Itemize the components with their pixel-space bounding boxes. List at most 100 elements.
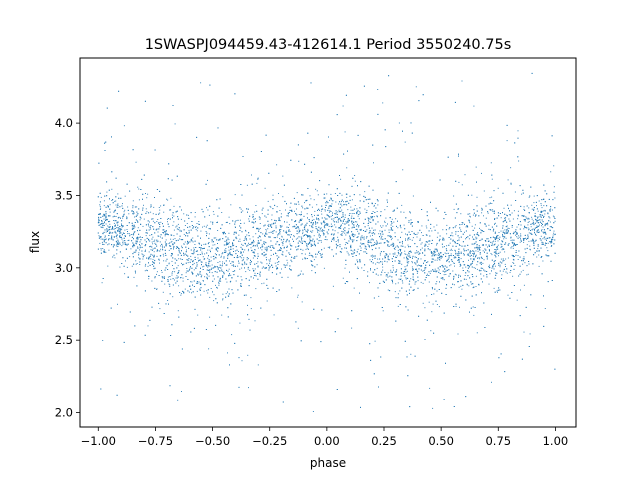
data-point <box>212 223 214 225</box>
data-point <box>454 273 456 275</box>
data-point <box>257 242 259 244</box>
data-point <box>370 242 372 244</box>
data-point <box>153 268 155 270</box>
data-point <box>430 251 432 253</box>
data-point <box>415 281 417 283</box>
data-point <box>528 218 530 220</box>
data-point <box>489 209 491 211</box>
data-point <box>452 235 454 237</box>
data-point <box>255 233 257 235</box>
data-point <box>180 277 182 278</box>
data-point <box>466 284 468 286</box>
data-point <box>490 162 492 164</box>
data-point <box>316 204 318 206</box>
data-point <box>249 264 251 265</box>
data-point <box>336 247 337 249</box>
data-point <box>265 230 267 232</box>
data-point <box>193 262 195 264</box>
data-point <box>191 221 193 222</box>
data-point <box>181 274 183 276</box>
data-point <box>163 276 165 278</box>
data-point <box>424 250 426 252</box>
data-point <box>339 218 341 220</box>
data-point <box>530 232 532 234</box>
data-point <box>138 257 140 259</box>
data-point <box>534 215 536 217</box>
data-point <box>206 290 208 292</box>
data-point <box>108 205 109 207</box>
data-point <box>536 230 538 232</box>
data-point <box>529 245 531 247</box>
data-point <box>294 257 296 259</box>
data-point <box>542 226 544 228</box>
data-point <box>179 238 181 240</box>
data-point <box>213 294 215 296</box>
data-point <box>340 225 342 227</box>
data-point <box>528 240 530 242</box>
data-point <box>127 233 129 235</box>
data-point <box>358 218 360 220</box>
data-point <box>475 254 477 256</box>
data-point <box>206 269 208 271</box>
data-point <box>513 210 515 212</box>
data-point <box>117 242 119 244</box>
data-point <box>380 225 381 227</box>
data-point <box>260 151 262 152</box>
data-point <box>234 265 236 267</box>
data-point <box>139 219 141 221</box>
data-point <box>396 207 398 209</box>
data-point <box>248 285 250 287</box>
data-point <box>335 241 337 242</box>
data-point <box>392 267 394 269</box>
data-point <box>202 226 203 228</box>
data-point <box>350 217 352 219</box>
data-point <box>498 262 500 264</box>
data-point <box>411 231 413 232</box>
data-point <box>502 236 504 238</box>
data-point <box>345 264 347 265</box>
data-point <box>312 224 314 226</box>
data-point <box>132 213 134 215</box>
data-point <box>209 249 211 251</box>
data-point <box>115 235 117 237</box>
data-point <box>452 245 454 247</box>
data-point <box>271 214 273 216</box>
data-point <box>382 280 384 282</box>
data-point <box>464 223 465 225</box>
data-point <box>311 226 313 228</box>
data-point <box>453 275 455 277</box>
data-point <box>190 212 192 214</box>
data-point <box>299 220 301 222</box>
data-point <box>355 255 357 256</box>
data-point <box>337 239 339 241</box>
data-point <box>526 247 528 249</box>
data-point <box>207 292 209 294</box>
data-point <box>469 222 471 224</box>
data-point <box>399 261 401 263</box>
data-point <box>119 228 121 230</box>
data-point <box>188 269 190 271</box>
data-point <box>478 257 480 259</box>
data-point <box>103 244 105 245</box>
data-point <box>508 214 510 216</box>
data-point <box>207 249 209 251</box>
data-point <box>164 249 166 251</box>
data-point <box>247 268 249 270</box>
data-point <box>128 239 130 241</box>
data-point <box>133 234 134 236</box>
data-point <box>540 235 542 237</box>
data-point <box>183 229 185 231</box>
data-point <box>229 260 230 262</box>
data-point <box>167 199 169 201</box>
data-point <box>204 253 206 255</box>
data-point <box>368 232 370 234</box>
data-point <box>454 265 455 267</box>
data-point <box>296 255 298 257</box>
data-point <box>343 223 345 225</box>
data-point <box>295 203 297 205</box>
data-point <box>406 265 408 267</box>
data-point <box>448 256 450 258</box>
data-point <box>461 80 463 82</box>
data-point <box>227 257 229 259</box>
data-point <box>229 254 231 256</box>
